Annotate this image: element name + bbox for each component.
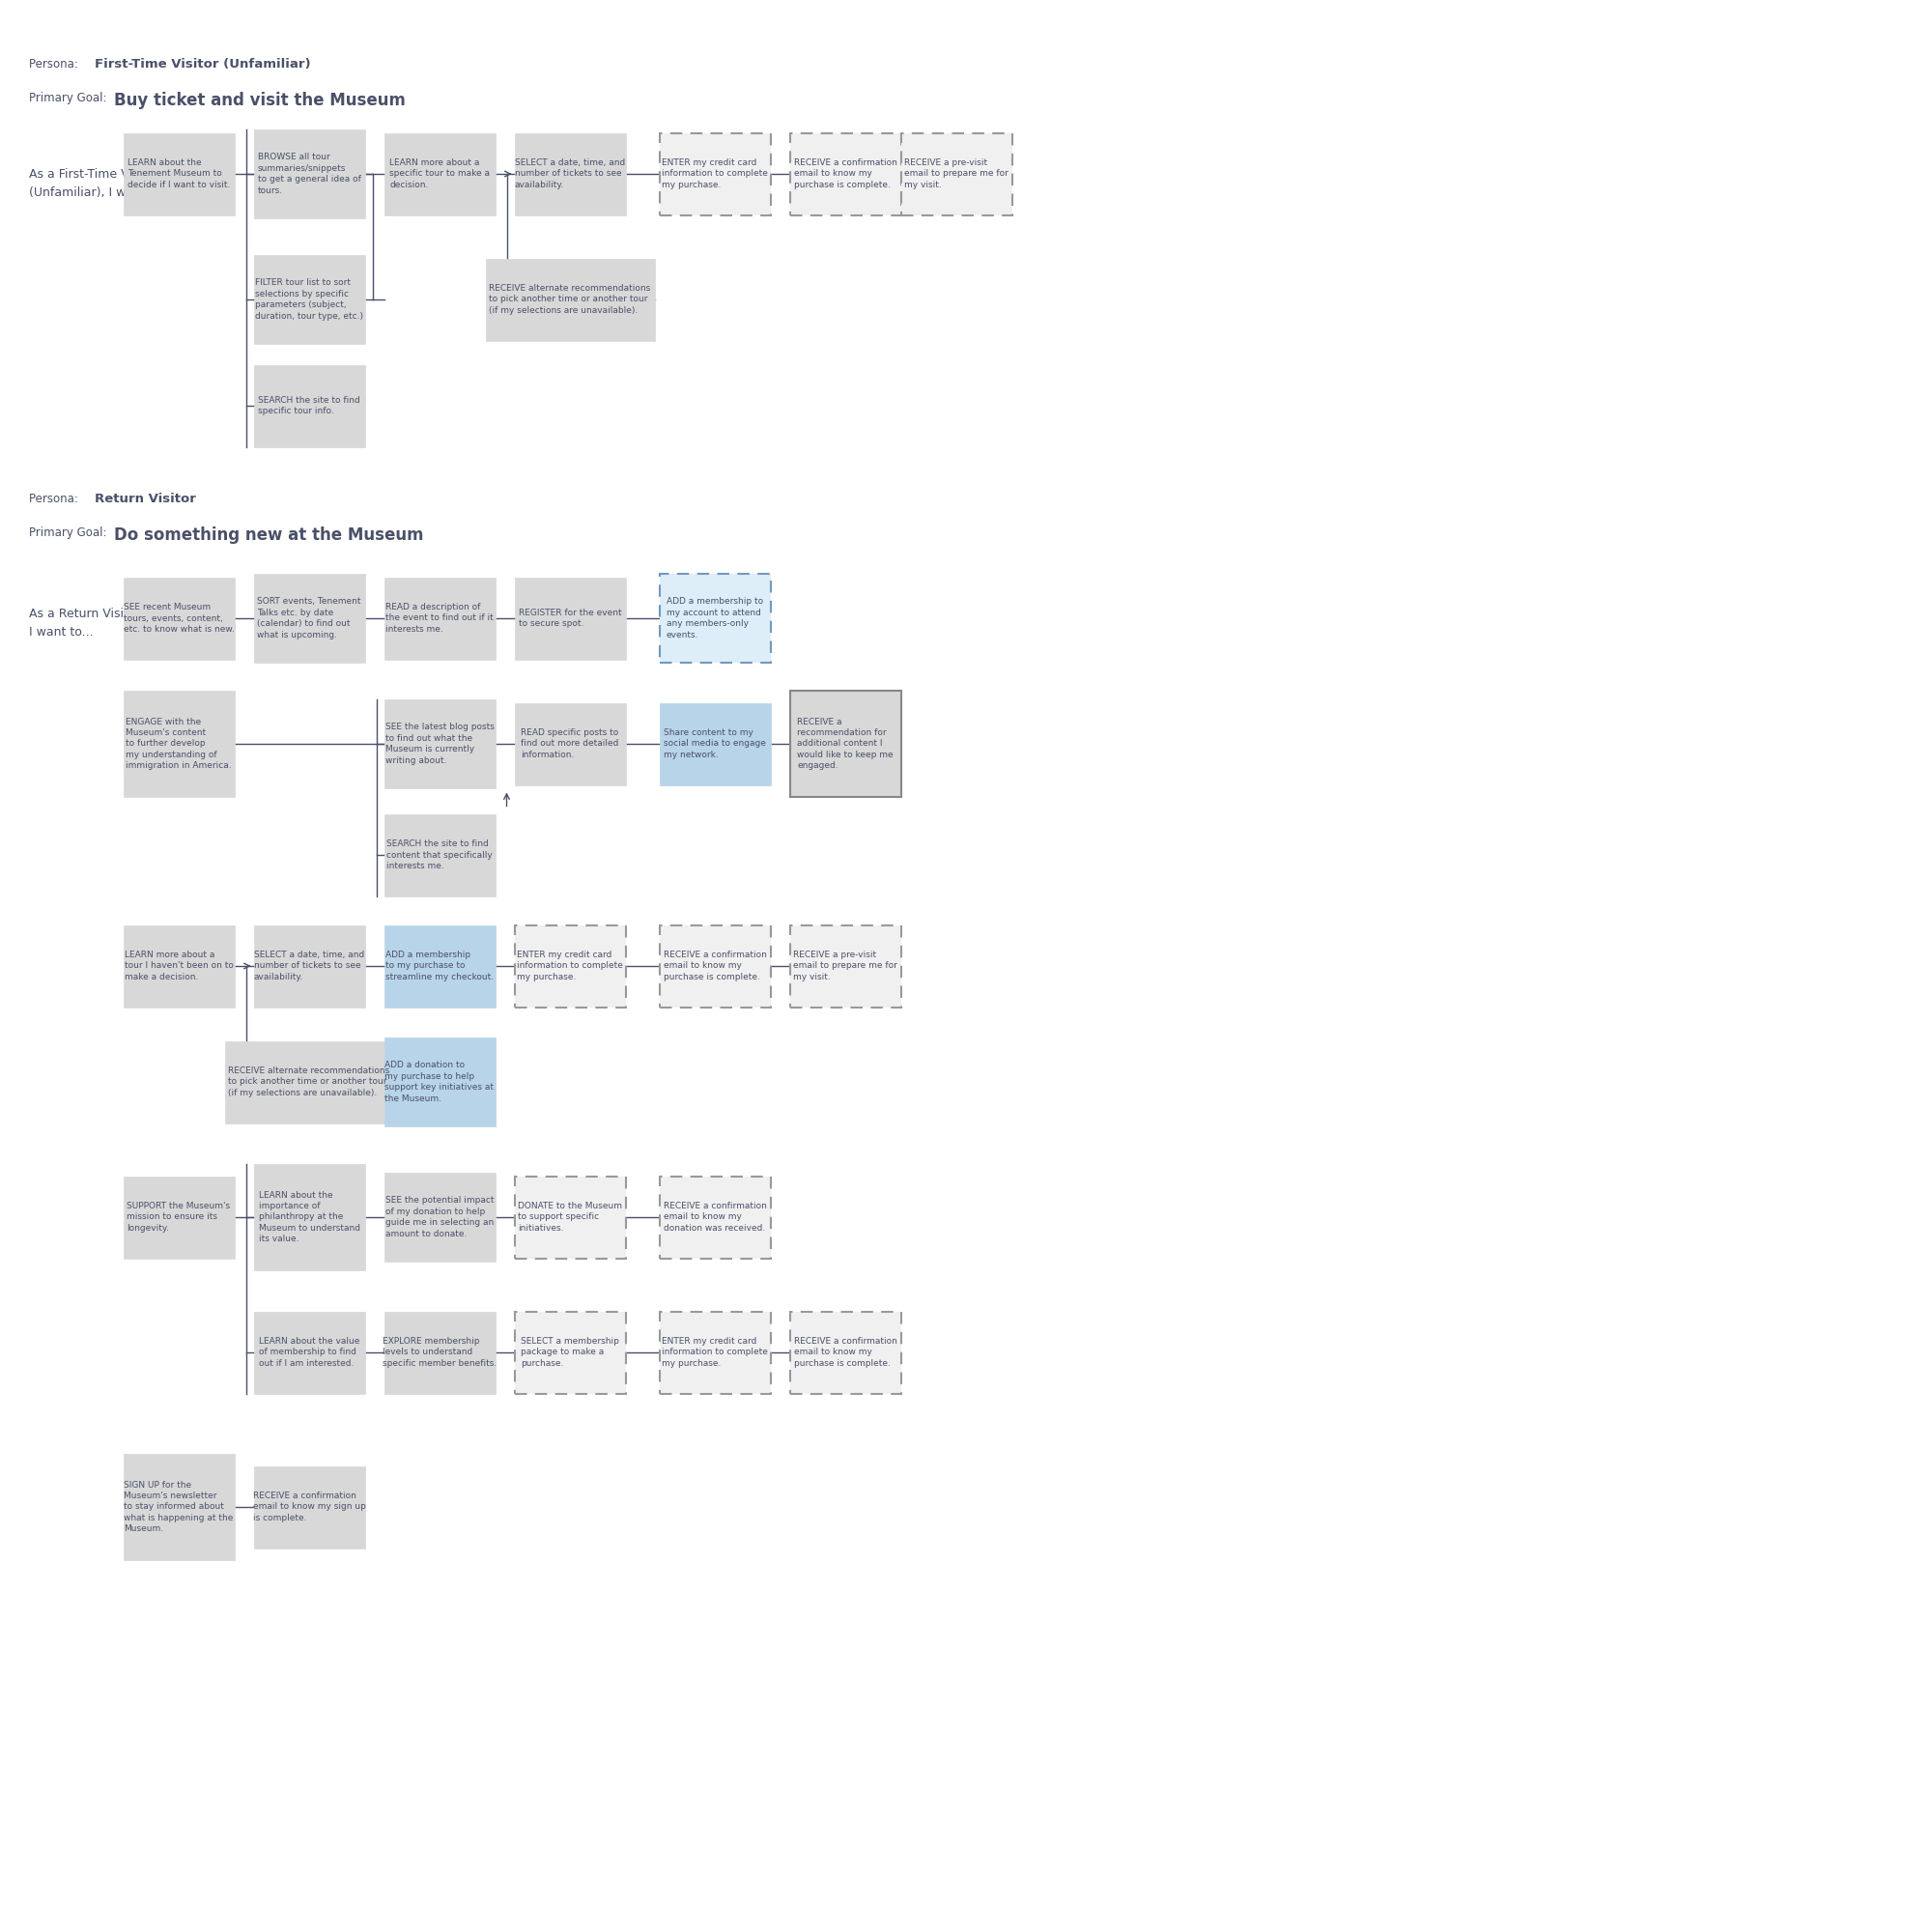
Text: ENTER my credit card
information to complete
my purchase.: ENTER my credit card information to comp… (518, 951, 622, 981)
FancyBboxPatch shape (124, 925, 234, 1007)
Text: LEARN about the
importance of
philanthropy at the
Museum to understand
its value: LEARN about the importance of philanthro… (259, 1190, 359, 1244)
FancyBboxPatch shape (124, 133, 234, 214)
Text: Persona:: Persona: (29, 58, 81, 70)
FancyBboxPatch shape (485, 259, 655, 340)
Text: ADD a membership
to my purchase to
streamline my checkout.: ADD a membership to my purchase to strea… (384, 951, 495, 981)
FancyBboxPatch shape (253, 1312, 365, 1393)
Text: ADD a membership to
my account to attend
any members-only
events.: ADD a membership to my account to attend… (667, 597, 763, 639)
Text: RECEIVE a pre-visit
email to prepare me for
my visit.: RECEIVE a pre-visit email to prepare me … (904, 158, 1009, 189)
FancyBboxPatch shape (384, 813, 495, 896)
Text: First-Time Visitor (Unfamiliar): First-Time Visitor (Unfamiliar) (95, 58, 311, 70)
FancyBboxPatch shape (514, 1177, 626, 1258)
Text: SEE the latest blog posts
to find out what the
Museum is currently
writing about: SEE the latest blog posts to find out wh… (384, 723, 495, 765)
FancyBboxPatch shape (124, 1453, 234, 1561)
Text: SIGN UP for the
Museum's newsletter
to stay informed about
what is happening at : SIGN UP for the Museum's newsletter to s… (124, 1480, 234, 1534)
FancyBboxPatch shape (659, 1312, 771, 1393)
Text: SEARCH the site to find
content that specifically
interests me.: SEARCH the site to find content that spe… (386, 840, 493, 869)
Text: RECEIVE a
recommendation for
additional content I
would like to keep me
engaged.: RECEIVE a recommendation for additional … (798, 717, 893, 771)
Text: SEE the potential impact
of my donation to help
guide me in selecting an
amount : SEE the potential impact of my donation … (384, 1196, 495, 1238)
Text: SUPPORT the Museum's
mission to ensure its
longevity.: SUPPORT the Museum's mission to ensure i… (128, 1202, 230, 1233)
FancyBboxPatch shape (514, 1312, 626, 1393)
FancyBboxPatch shape (514, 925, 626, 1007)
Text: FILTER tour list to sort
selections by specific
parameters (subject,
duration, t: FILTER tour list to sort selections by s… (255, 278, 363, 321)
FancyBboxPatch shape (790, 692, 900, 796)
Text: SEARCH the site to find
specific tour info.: SEARCH the site to find specific tour in… (259, 396, 359, 415)
FancyBboxPatch shape (253, 574, 365, 663)
FancyBboxPatch shape (384, 578, 495, 659)
Text: READ a description of
the event to find out if it
interests me.: READ a description of the event to find … (386, 603, 493, 634)
Text: BROWSE all tour
summaries/snippets
to get a general idea of
tours.: BROWSE all tour summaries/snippets to ge… (257, 153, 361, 195)
FancyBboxPatch shape (790, 925, 900, 1007)
Text: RECEIVE a pre-visit
email to prepare me for
my visit.: RECEIVE a pre-visit email to prepare me … (794, 951, 896, 981)
Text: READ specific posts to
find out more detailed
information.: READ specific posts to find out more det… (522, 728, 618, 759)
Text: ENTER my credit card
information to complete
my purchase.: ENTER my credit card information to comp… (663, 1337, 767, 1368)
Text: RECEIVE a confirmation
email to know my
donation was received.: RECEIVE a confirmation email to know my … (663, 1202, 767, 1233)
Text: RECEIVE alternate recommendations
to pick another time or another tour
(if my se: RECEIVE alternate recommendations to pic… (228, 1066, 390, 1097)
Text: Share content to my
social media to engage
my network.: Share content to my social media to enga… (665, 728, 765, 759)
FancyBboxPatch shape (384, 1312, 495, 1393)
Text: DONATE to the Museum
to support specific
initiatives.: DONATE to the Museum to support specific… (518, 1202, 622, 1233)
Text: SEE recent Museum
tours, events, content,
etc. to know what is new.: SEE recent Museum tours, events, content… (124, 603, 234, 634)
FancyBboxPatch shape (514, 133, 626, 214)
Text: Buy ticket and visit the Museum: Buy ticket and visit the Museum (114, 91, 406, 108)
FancyBboxPatch shape (384, 1037, 495, 1126)
FancyBboxPatch shape (514, 578, 626, 659)
Text: RECEIVE a confirmation
email to know my
purchase is complete.: RECEIVE a confirmation email to know my … (663, 951, 767, 981)
FancyBboxPatch shape (790, 1312, 900, 1393)
Text: Return Visitor: Return Visitor (95, 493, 195, 504)
Text: SELECT a date, time, and
number of tickets to see
availability.: SELECT a date, time, and number of ticke… (514, 158, 626, 189)
Text: As a First-Time Visitor
(Unfamiliar), I want to...: As a First-Time Visitor (Unfamiliar), I … (29, 168, 174, 199)
FancyBboxPatch shape (514, 703, 626, 784)
FancyBboxPatch shape (384, 699, 495, 788)
FancyBboxPatch shape (253, 255, 365, 344)
Text: RECEIVE a confirmation
email to know my
purchase is complete.: RECEIVE a confirmation email to know my … (794, 158, 896, 189)
Text: Persona:: Persona: (29, 493, 81, 504)
Text: LEARN more about a
tour I haven't been on to
make a decision.: LEARN more about a tour I haven't been o… (124, 951, 234, 981)
Text: ENGAGE with the
Museum's content
to further develop
my understanding of
immigrat: ENGAGE with the Museum's content to furt… (126, 717, 232, 771)
Text: ADD a donation to
my purchase to help
support key initiatives at
the Museum.: ADD a donation to my purchase to help su… (384, 1061, 495, 1103)
FancyBboxPatch shape (124, 692, 234, 796)
FancyBboxPatch shape (384, 133, 495, 214)
FancyBboxPatch shape (253, 1466, 365, 1548)
FancyBboxPatch shape (253, 925, 365, 1007)
FancyBboxPatch shape (659, 133, 771, 214)
Text: SELECT a membership
package to make a
purchase.: SELECT a membership package to make a pu… (522, 1337, 618, 1368)
FancyBboxPatch shape (790, 133, 900, 214)
FancyBboxPatch shape (659, 1177, 771, 1258)
Text: EXPLORE membership
levels to understand
specific member benefits.: EXPLORE membership levels to understand … (383, 1337, 497, 1368)
Text: Primary Goal:: Primary Goal: (29, 526, 110, 539)
Text: LEARN more about a
specific tour to make a
decision.: LEARN more about a specific tour to make… (390, 158, 491, 189)
FancyBboxPatch shape (124, 1177, 234, 1258)
FancyBboxPatch shape (384, 1173, 495, 1262)
Text: REGISTER for the event
to secure spot.: REGISTER for the event to secure spot. (518, 609, 622, 628)
Text: LEARN about the
Tenement Museum to
decide if I want to visit.: LEARN about the Tenement Museum to decid… (128, 158, 230, 189)
Text: SELECT a date, time, and
number of tickets to see
availability.: SELECT a date, time, and number of ticke… (253, 951, 365, 981)
FancyBboxPatch shape (384, 925, 495, 1007)
FancyBboxPatch shape (224, 1041, 394, 1122)
FancyBboxPatch shape (659, 574, 771, 663)
FancyBboxPatch shape (124, 578, 234, 659)
FancyBboxPatch shape (659, 703, 771, 784)
Text: Primary Goal:: Primary Goal: (29, 91, 110, 104)
Text: RECEIVE alternate recommendations
to pick another time or another tour
(if my se: RECEIVE alternate recommendations to pic… (489, 284, 651, 315)
FancyBboxPatch shape (659, 925, 771, 1007)
Text: LEARN about the value
of membership to find
out if I am interested.: LEARN about the value of membership to f… (259, 1337, 359, 1368)
Text: SORT events, Tenement
Talks etc. by date
(calendar) to find out
what is upcoming: SORT events, Tenement Talks etc. by date… (257, 597, 361, 639)
Text: RECEIVE a confirmation
email to know my sign up
is complete.: RECEIVE a confirmation email to know my … (253, 1492, 365, 1522)
FancyBboxPatch shape (253, 1163, 365, 1271)
FancyBboxPatch shape (900, 133, 1012, 214)
FancyBboxPatch shape (253, 129, 365, 218)
Text: ENTER my credit card
information to complete
my purchase.: ENTER my credit card information to comp… (663, 158, 767, 189)
FancyBboxPatch shape (253, 365, 365, 446)
Text: As a Return Visitor,
I want to...: As a Return Visitor, I want to... (29, 609, 145, 638)
Text: RECEIVE a confirmation
email to know my
purchase is complete.: RECEIVE a confirmation email to know my … (794, 1337, 896, 1368)
Text: Do something new at the Museum: Do something new at the Museum (114, 526, 423, 545)
